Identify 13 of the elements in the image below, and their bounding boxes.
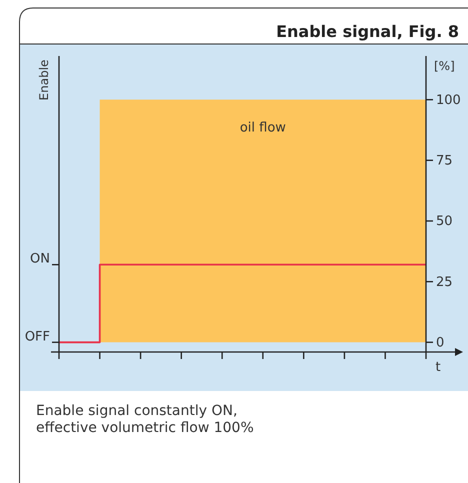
y-axis-title: [%] bbox=[434, 59, 455, 73]
text: Enable bbox=[37, 60, 51, 100]
text: OFF bbox=[24, 329, 50, 344]
y-tick-label: 100 bbox=[436, 92, 461, 108]
y-tick-label: 75 bbox=[436, 153, 453, 168]
y-tick-label: 25 bbox=[436, 274, 453, 290]
text: ON bbox=[30, 252, 50, 267]
series-label: oil flow bbox=[240, 120, 286, 136]
x-axis-title: t bbox=[435, 360, 441, 375]
text: Enable signal constantly ON, effective volumetric flow 100% bbox=[36, 403, 254, 436]
chart-title: Enable signal, Fig. 8 bbox=[276, 22, 459, 41]
y-tick-label: 0 bbox=[436, 335, 444, 350]
y-tick-label: 50 bbox=[436, 214, 453, 230]
